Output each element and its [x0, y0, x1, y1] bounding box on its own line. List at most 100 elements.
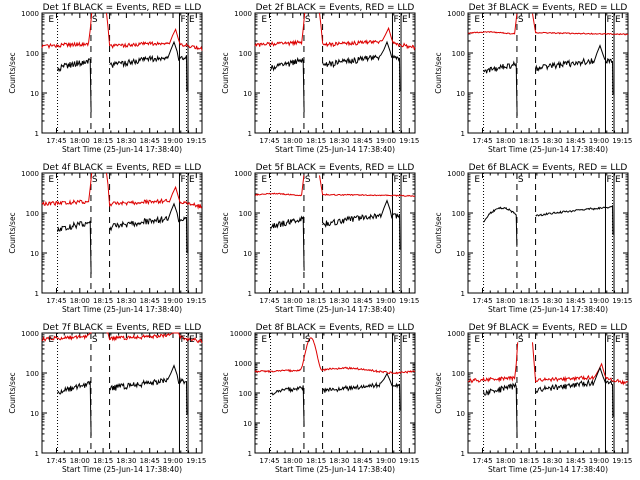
- x-tick-label: 19:15: [612, 457, 632, 465]
- x-tick-label: 18:15: [519, 297, 539, 305]
- x-axis-label: Start Time (25-Jun-14 17:38:40): [275, 465, 395, 474]
- x-axis-label: Start Time (25-Jun-14 17:38:40): [488, 145, 608, 154]
- interval-marker: E: [402, 175, 408, 185]
- y-tick-label: 10: [30, 250, 39, 258]
- x-tick-label: 19:15: [612, 297, 632, 305]
- y-tick-label: 100: [26, 50, 39, 58]
- interval-marker: S: [518, 15, 524, 25]
- interval-marker: E: [402, 335, 408, 345]
- x-tick-label: 18:45: [353, 457, 373, 465]
- interval-marker: E: [261, 175, 267, 185]
- plot-frame: [41, 12, 203, 134]
- y-tick-label: 1: [248, 290, 252, 298]
- x-tick-label: 18:45: [353, 137, 373, 145]
- y-tick-label: 1: [35, 130, 39, 138]
- y-axis-label: Counts/sec: [8, 52, 17, 93]
- y-axis-label: Counts/sec: [221, 52, 230, 93]
- x-tick-label: 19:00: [163, 457, 183, 465]
- lld-series-line: [254, 337, 416, 375]
- panel-title: Det 8f BLACK = Events, RED = LLD: [256, 323, 415, 333]
- x-tick-label: 19:15: [186, 137, 206, 145]
- panel-title: Det 7f BLACK = Events, RED = LLD: [43, 323, 202, 333]
- x-tick-label: 18:45: [566, 457, 586, 465]
- x-tick-label: 18:15: [93, 137, 113, 145]
- y-tick-label: 1000: [447, 330, 465, 338]
- lld-series-line: [467, 342, 629, 386]
- x-tick-label: 18:00: [496, 457, 516, 465]
- x-tick-label: 18:30: [329, 137, 349, 145]
- x-tick-label: 18:45: [140, 297, 160, 305]
- interval-marker: F: [393, 335, 398, 345]
- x-tick-label: 18:30: [116, 297, 136, 305]
- x-tick-label: 18:15: [519, 137, 539, 145]
- x-tick-label: 19:15: [186, 297, 206, 305]
- x-tick-label: 19:00: [376, 137, 396, 145]
- y-tick-label: 100: [26, 370, 39, 378]
- y-tick-label: 10: [30, 410, 39, 418]
- events-series-line: [483, 44, 614, 116]
- x-tick-label: 18:30: [542, 297, 562, 305]
- interval-marker: S: [305, 335, 311, 345]
- y-tick-label: 100: [452, 370, 465, 378]
- x-tick-label: 18:15: [93, 457, 113, 465]
- interval-marker: S: [92, 335, 98, 345]
- interval-marker: E: [48, 175, 54, 185]
- y-tick-label: 1000: [234, 10, 252, 18]
- interval-marker: F: [606, 335, 611, 345]
- y-tick-label: 10000: [230, 330, 252, 338]
- x-tick-label: 18:00: [283, 137, 303, 145]
- x-tick-label: 19:00: [376, 297, 396, 305]
- y-tick-label: 1000: [21, 10, 39, 18]
- interval-marker: F: [393, 15, 398, 25]
- y-tick-label: 100: [26, 210, 39, 218]
- interval-marker: E: [189, 175, 195, 185]
- panel-title: Det 3f BLACK = Events, RED = LLD: [469, 3, 628, 13]
- y-tick-label: 100: [452, 210, 465, 218]
- events-series-line: [483, 204, 614, 247]
- interval-marker: E: [474, 175, 480, 185]
- interval-marker: E: [48, 15, 54, 25]
- events-series-line: [483, 366, 614, 438]
- y-tick-label: 1000: [447, 170, 465, 178]
- y-tick-label: 1000: [447, 10, 465, 18]
- plot-frame: [41, 332, 203, 454]
- y-tick-label: 1: [461, 290, 465, 298]
- x-tick-label: 18:00: [496, 297, 516, 305]
- x-tick-label: 19:15: [612, 137, 632, 145]
- x-axis-label: Start Time (25-Jun-14 17:38:40): [62, 305, 182, 314]
- panel-det-4: Det 4f BLACK = Events, RED = LLD 1 10 100 10…: [8, 163, 206, 314]
- events-series-line: [270, 40, 401, 113]
- events-series-line: [57, 364, 188, 436]
- events-series-line: [270, 199, 401, 271]
- panel-det-6: Det 6f BLACK = Events, RED = LLD 1 10 100 10…: [434, 163, 632, 314]
- lld-series-line: [467, 13, 629, 36]
- interval-marker: E: [189, 335, 195, 345]
- interval-marker: E: [261, 335, 267, 345]
- y-tick-label: 1000: [234, 170, 252, 178]
- y-tick-label: 100: [239, 210, 252, 218]
- interval-marker: E: [615, 175, 621, 185]
- x-tick-label: 18:15: [306, 137, 326, 145]
- panel-title: Det 1f BLACK = Events, RED = LLD: [43, 3, 202, 13]
- x-tick-label: 18:30: [116, 457, 136, 465]
- lld-series-line: [41, 12, 203, 51]
- y-tick-label: 10: [243, 420, 252, 428]
- plot-frame: [41, 172, 203, 294]
- x-tick-label: 19:15: [186, 457, 206, 465]
- interval-marker: S: [518, 175, 524, 185]
- x-tick-label: 17:45: [472, 297, 492, 305]
- interval-marker: F: [606, 15, 611, 25]
- y-tick-label: 1: [248, 450, 252, 458]
- x-axis-label: Start Time (25-Jun-14 17:38:40): [62, 145, 182, 154]
- interval-marker: F: [180, 15, 185, 25]
- panel-title: Det 4f BLACK = Events, RED = LLD: [43, 163, 202, 173]
- panel-title: Det 9f BLACK = Events, RED = LLD: [469, 323, 628, 333]
- x-tick-label: 17:45: [46, 297, 66, 305]
- y-tick-label: 1: [461, 450, 465, 458]
- y-tick-label: 1: [248, 130, 252, 138]
- x-tick-label: 18:30: [329, 457, 349, 465]
- panel-det-9: Det 9f BLACK = Events, RED = LLD 1 10 100 10…: [434, 323, 632, 474]
- interval-marker: S: [92, 15, 98, 25]
- interval-marker: E: [474, 335, 480, 345]
- x-tick-label: 17:45: [259, 457, 279, 465]
